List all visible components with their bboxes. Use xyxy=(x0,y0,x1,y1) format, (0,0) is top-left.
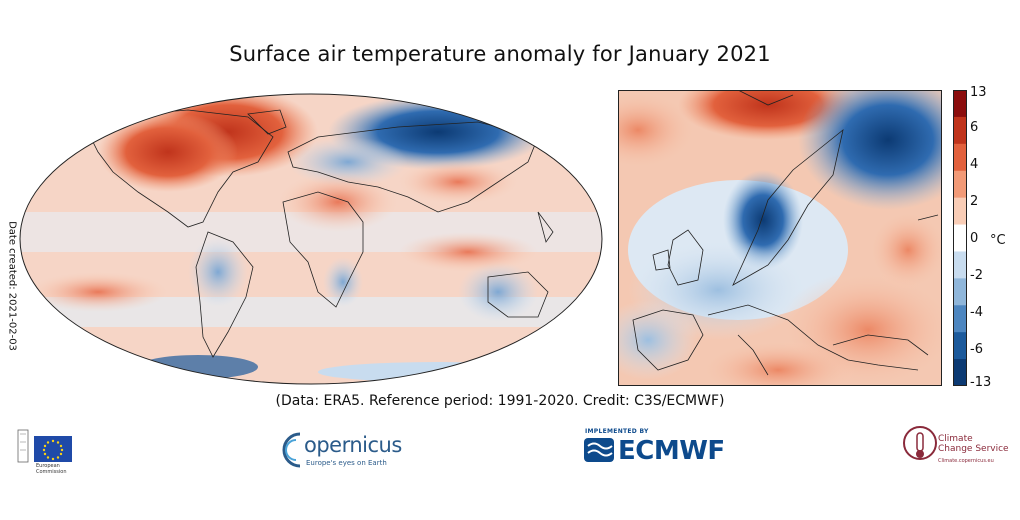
colorbar-segment xyxy=(953,116,967,145)
colorbar-tick-label: 13 xyxy=(970,85,987,100)
credit-line: (Data: ERA5. Reference period: 1991-2020… xyxy=(275,393,725,409)
colorbar-tick-label: -4 xyxy=(970,305,983,320)
global-anomaly-map xyxy=(19,93,603,385)
colorbar-tick-label: -13 xyxy=(970,375,992,390)
c3s-thermometer-icon xyxy=(903,426,937,460)
c3s-tagline: Climate.copernicus.eu xyxy=(938,458,994,464)
date-created: Date created: 2021-02-03 xyxy=(6,221,18,351)
colorbar-tick-label: 4 xyxy=(970,157,979,172)
eu-caption: European Commission xyxy=(36,463,67,475)
map-title: Surface air temperature anomaly for Janu… xyxy=(229,42,771,66)
colorbar-tick-label: 2 xyxy=(970,194,979,209)
colorbar xyxy=(953,90,967,386)
colorbar-segment xyxy=(953,143,967,172)
ecmwf-wordmark: ECMWF xyxy=(618,436,725,466)
colorbar-segment xyxy=(953,278,967,306)
europe-anomaly-map xyxy=(618,90,942,386)
colorbar-tick-label: -6 xyxy=(970,342,983,357)
copernicus-wordmark: opernicus xyxy=(304,433,402,457)
colorbar-tick-label: 0 xyxy=(970,231,979,246)
copernicus-tagline: Europe's eyes on Earth xyxy=(306,459,387,467)
eu-flag-icon xyxy=(17,429,72,463)
colorbar-segment xyxy=(953,170,967,199)
colorbar-unit: °C xyxy=(990,233,1006,248)
copernicus-c-icon xyxy=(282,432,301,468)
colorbar-segment xyxy=(953,224,967,252)
colorbar-tick-label: -2 xyxy=(970,268,983,283)
colorbar-segment xyxy=(953,251,967,279)
colorbar-segment xyxy=(953,197,967,226)
colorbar-segment xyxy=(953,332,967,360)
colorbar-segment xyxy=(953,90,967,118)
c3s-title: Climate Change Service xyxy=(938,434,1009,454)
colorbar-tick-label: 6 xyxy=(970,120,979,135)
colorbar-segment xyxy=(953,305,967,333)
ecmwf-waves-icon xyxy=(584,438,614,462)
ecmwf-implemented-by: IMPLEMENTED BY xyxy=(585,428,649,435)
colorbar-segment xyxy=(953,359,967,386)
